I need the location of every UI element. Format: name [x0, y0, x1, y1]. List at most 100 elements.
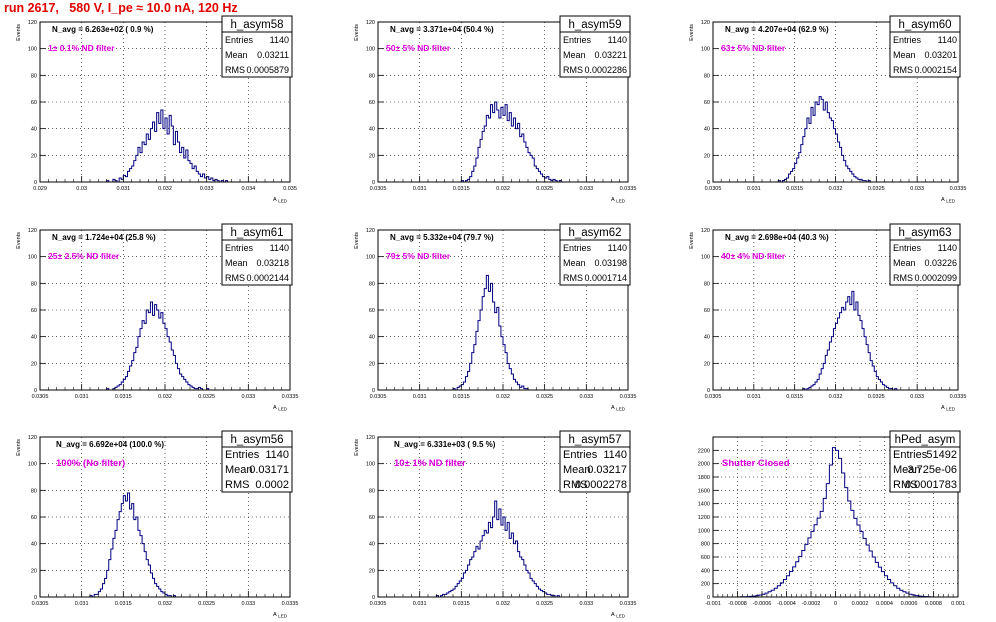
x-tick-label: 0.03 — [76, 186, 87, 192]
stats-box-title: h_asym63 — [898, 227, 951, 239]
histogram-bars — [777, 96, 893, 183]
x-axis-label: A LED — [611, 197, 626, 204]
y-tick-label: 20 — [369, 153, 375, 159]
y-tick-label: 120 — [366, 228, 375, 234]
y-tick-label: 60 — [31, 515, 37, 521]
y-tick-label: 20 — [369, 361, 375, 367]
x-axis-label-subscript: LED — [946, 407, 956, 412]
x-tick-label: 0.0006 — [901, 601, 918, 607]
stats-value: 0.03211 — [257, 50, 289, 60]
stats-label: RMS — [563, 273, 583, 283]
y-tick-label: 100 — [701, 47, 710, 53]
stats-value: -3.725e-06 — [904, 464, 957, 476]
y-tick-label: 1600 — [698, 488, 710, 494]
x-tick-label: 0.031 — [413, 186, 427, 192]
x-axis-label-subscript: LED — [278, 199, 288, 204]
stats-label: Entries — [563, 449, 598, 461]
y-tick-label: 100 — [28, 462, 37, 468]
y-axis-label: Events — [16, 232, 22, 249]
stats-value: 0.03226 — [924, 258, 957, 268]
x-tick-label: 0.0325 — [536, 186, 553, 192]
x-tick-label: 0.0325 — [868, 394, 885, 400]
y-tick-label: 80 — [704, 281, 710, 287]
histogram-bars — [460, 101, 570, 183]
x-tick-label: 0.031 — [413, 601, 427, 607]
x-tick-label: 0.033 — [241, 601, 255, 607]
stats-box-title: h_asym62 — [568, 227, 621, 239]
x-tick-label: 0.033 — [910, 186, 924, 192]
y-tick-label: 1800 — [698, 475, 710, 481]
x-tick-label: 0.035 — [283, 186, 297, 192]
stats-value: 1140 — [608, 35, 627, 45]
x-tick-label: 0.031 — [75, 601, 89, 607]
x-tick-label: 0.0004 — [876, 601, 893, 607]
stats-value: 1140 — [938, 35, 957, 45]
stats-box — [221, 430, 293, 493]
x-tick-label: 0.033 — [910, 394, 924, 400]
stats-label: Entries — [225, 35, 254, 45]
stats-box — [221, 15, 293, 78]
y-tick-label: 2000 — [698, 462, 710, 468]
stats-value: 1140 — [938, 243, 957, 253]
x-tick-label: 0.032 — [158, 186, 172, 192]
filter-annotation: 63± 5% ND filter — [721, 43, 786, 53]
y-tick-label: 80 — [369, 488, 375, 494]
x-tick-label: 0.0325 — [198, 394, 215, 400]
x-tick-label: 0.0305 — [370, 601, 387, 607]
x-tick-label: 0.033 — [200, 186, 214, 192]
y-tick-label: 200 — [701, 582, 710, 588]
stats-label: RMS — [225, 479, 249, 491]
stats-value: 1140 — [265, 449, 289, 461]
stats-value: 0.03218 — [256, 258, 289, 268]
y-tick-label: 2200 — [698, 448, 710, 454]
x-tick-label: 0.031 — [75, 394, 89, 400]
stats-box-title: h_asym58 — [230, 19, 283, 31]
x-tick-label: 0.0315 — [115, 394, 132, 400]
stats-label: RMS — [893, 65, 913, 75]
y-tick-label: 1200 — [698, 515, 710, 521]
y-tick-label: 80 — [31, 73, 37, 79]
x-tick-label: 0.031 — [747, 394, 761, 400]
x-tick-label: 0 — [834, 601, 837, 607]
page-title: run 2617, 580 V, I_pe ≈ 10.0 nA, 120 Hz — [4, 1, 238, 15]
histogram-bars — [106, 109, 228, 183]
x-tick-label: 0.031 — [116, 186, 130, 192]
y-tick-label: 100 — [366, 255, 375, 261]
y-tick-label: 600 — [701, 555, 710, 561]
x-axis-label-subscript: LED — [616, 199, 626, 204]
x-tick-label: 0.0315 — [115, 601, 132, 607]
y-tick-label: 40 — [369, 542, 375, 548]
x-tick-label: 0.0305 — [705, 394, 722, 400]
stats-box-title: hPed_asym — [895, 434, 956, 446]
y-tick-label: 120 — [366, 435, 375, 441]
y-tick-label: 0 — [34, 388, 37, 394]
stats-label: Entries — [225, 449, 260, 461]
y-tick-label: 20 — [704, 361, 710, 367]
y-tick-label: 0 — [707, 595, 710, 601]
stats-value: 1140 — [270, 243, 289, 253]
x-tick-label: 0.0335 — [620, 394, 637, 400]
x-tick-label: 0.032 — [496, 394, 510, 400]
stats-value: 0.0002099 — [914, 273, 957, 283]
stats-box — [221, 223, 293, 286]
filter-annotation: Shutter Closed — [722, 458, 790, 469]
stats-box-title: h_asym57 — [568, 434, 621, 446]
stats-value: 0.0001714 — [584, 273, 627, 283]
stats-box-title: h_asym60 — [898, 19, 951, 31]
y-tick-label: 80 — [704, 73, 710, 79]
stats-label: Mean — [563, 50, 586, 60]
stats-label: Entries — [893, 35, 922, 45]
y-tick-label: 100 — [701, 255, 710, 261]
y-tick-label: 80 — [369, 73, 375, 79]
stats-box — [559, 430, 631, 493]
y-tick-label: 100 — [366, 462, 375, 468]
stats-value: 0.0005879 — [246, 65, 289, 75]
histogram-bars — [452, 274, 545, 391]
filter-annotation: 10± 1% ND filter — [394, 458, 466, 469]
stats-label: Mean — [225, 50, 248, 60]
y-tick-label: 40 — [369, 335, 375, 341]
x-axis-label: A LED — [273, 197, 288, 204]
x-tick-label: 0.0335 — [282, 394, 299, 400]
x-tick-label: 0.029 — [33, 186, 47, 192]
y-tick-label: 1400 — [698, 502, 710, 508]
